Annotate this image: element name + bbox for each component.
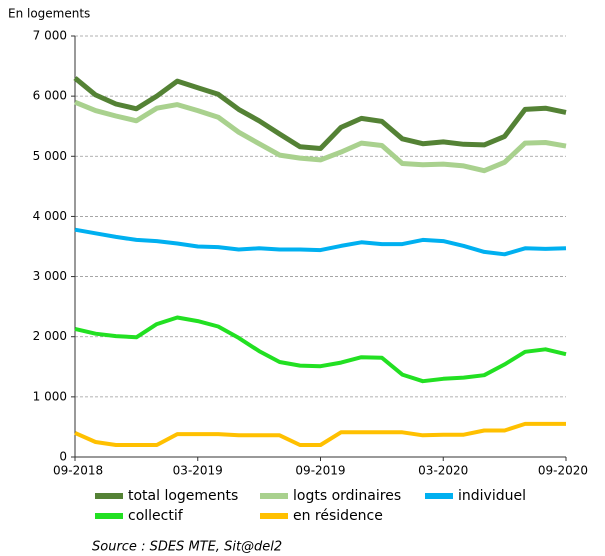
legend-label: en résidence [293,508,383,524]
legend-label: total logements [128,488,238,504]
y-tick-label: 0 [59,450,67,464]
series-line [74,421,566,447]
series-line [74,99,567,174]
legend-label: individuel [458,488,526,504]
y-axis-label: En logements [8,7,90,21]
source: Source : SDES MTE, Sit@del2 [92,540,282,555]
x-tick-label: 03-2020 [418,464,468,478]
y-tick-label: 7 000 [33,29,67,43]
series-line [74,227,567,257]
y-tick-label: 4 000 [33,209,67,223]
series-line [74,315,567,384]
x-tick-label: 03-2019 [173,464,223,478]
x-tick-label: 09-2019 [295,464,345,478]
legend: total logements logts ordinaires individue… [95,488,526,524]
y-tick-label: 6 000 [33,89,67,103]
x-tick-label: 09-2020 [538,464,588,478]
legend-label: logts ordinaires [293,488,401,504]
x-tick-label: 09-2018 [53,464,103,478]
series-line [73,76,567,151]
y-tick-label: 2 000 [33,329,67,343]
y-tick-label: 5 000 [33,149,67,163]
y-tick-label: 1 000 [33,389,67,403]
y-tick-label: 3 000 [33,269,67,283]
legend-label: collectif [128,508,184,524]
